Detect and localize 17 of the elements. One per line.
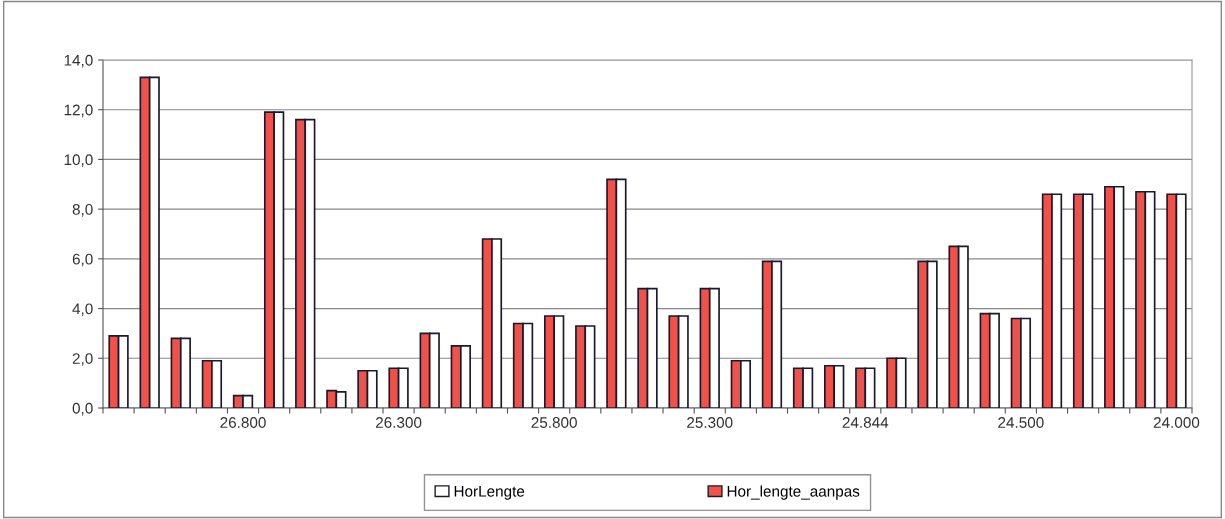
x-tick-label: 26.300 (375, 417, 422, 428)
x-tick-label: 24.000 (1153, 417, 1200, 428)
x-tick-label: 24.844 (842, 417, 889, 428)
y-tick-label: 6,0 (72, 253, 93, 267)
x-tick-label: 25.800 (531, 417, 577, 428)
legend-label: Hor_lengte_aanpas (727, 485, 860, 500)
y-tick-label: 14,0 (64, 54, 93, 68)
y-tick-label: 12,0 (64, 104, 93, 118)
y-tick-label: 4,0 (72, 303, 93, 317)
x-tick-label: 25.300 (687, 417, 733, 428)
x-tick-label: 26.800 (220, 417, 266, 428)
y-tick-label: 10,0 (64, 154, 93, 167)
legend-label: HorLengte (454, 486, 525, 500)
y-tick-label: 2,0 (72, 353, 93, 366)
x-tick-label: 24.500 (998, 417, 1044, 428)
y-tick-label: 8,0 (72, 204, 93, 217)
y-tick-label: 0,0 (72, 402, 93, 416)
